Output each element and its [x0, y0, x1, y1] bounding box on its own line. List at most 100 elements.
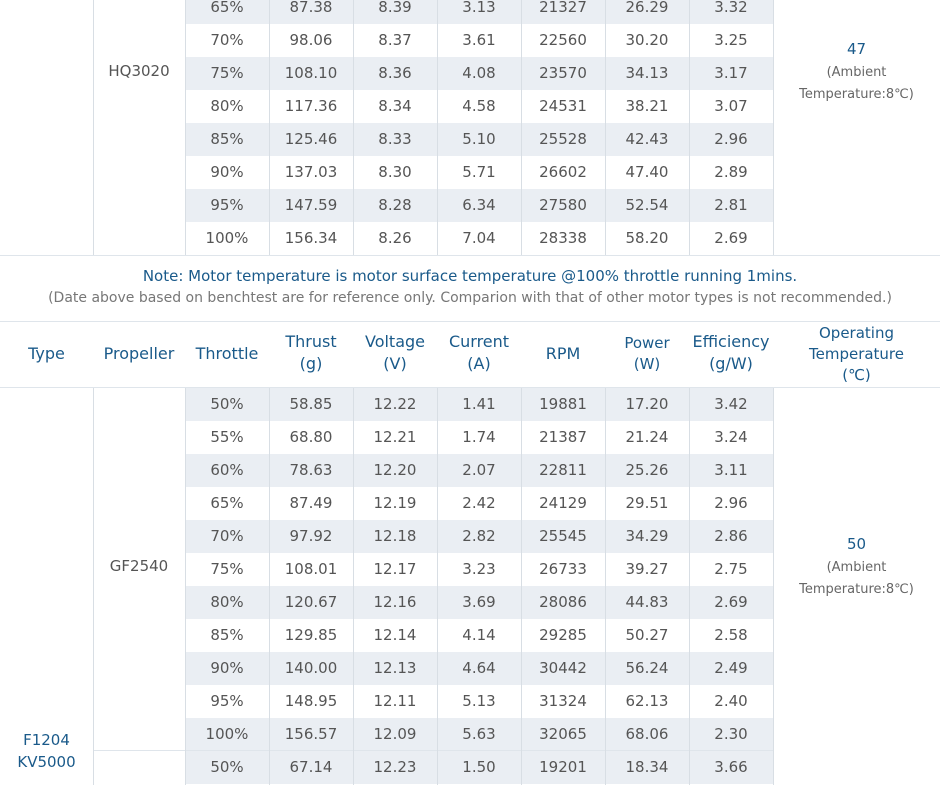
table-cell: 26.29	[625, 0, 669, 16]
table-cell: 3.11	[714, 461, 748, 479]
propeller-gf2540: GF2540	[109, 557, 169, 575]
divider	[0, 321, 940, 322]
table-cell: 8.36	[378, 64, 412, 82]
table-cell: 29285	[539, 626, 587, 644]
header-voltage: Voltage (V)	[353, 331, 437, 375]
table-cell: 26602	[539, 163, 587, 181]
table-cell: 44.83	[625, 593, 669, 611]
column-line	[605, 0, 606, 255]
header-throttle: Throttle	[195, 344, 259, 363]
table-cell: 58.20	[625, 229, 669, 247]
table-cell: 3.32	[714, 0, 748, 16]
row-shade	[185, 520, 773, 553]
table-cell: 90%	[210, 163, 244, 181]
table-cell: 2.30	[714, 725, 748, 743]
table-cell: 8.26	[378, 229, 412, 247]
table-cell: 12.22	[373, 395, 417, 413]
table-cell: 2.69	[714, 229, 748, 247]
header-type: Type	[28, 344, 65, 363]
table-cell: 129.85	[284, 626, 338, 644]
table-cell: 3.69	[462, 593, 496, 611]
table-cell: 2.69	[714, 593, 748, 611]
table-cell: 75%	[210, 560, 244, 578]
table-cell: 56.24	[625, 659, 669, 677]
header-thrust: Thrust (g)	[269, 331, 353, 375]
table-cell: 3.13	[462, 0, 496, 16]
table-cell: 24129	[539, 494, 587, 512]
operating-temp-value-2: 50	[846, 535, 867, 553]
table-cell: 30.20	[625, 31, 669, 49]
table-cell: 8.39	[378, 0, 412, 16]
row-shade	[185, 57, 773, 90]
header-voltage-label: Voltage	[364, 332, 425, 351]
table-cell: 12.23	[373, 758, 417, 776]
table-cell: 6.34	[462, 196, 496, 214]
table-cell: 25.26	[625, 461, 669, 479]
table-cell: 85%	[210, 626, 244, 644]
row-shade	[185, 189, 773, 222]
table-cell: 80%	[210, 97, 244, 115]
header-power-label: Power	[624, 334, 670, 352]
table-cell: 12.18	[373, 527, 417, 545]
table-cell: 68.80	[289, 428, 333, 446]
row-shade	[185, 0, 773, 24]
table-cell: 52.54	[625, 196, 669, 214]
table-cell: 3.24	[714, 428, 748, 446]
header-thrust-label: Thrust	[285, 332, 337, 351]
table-cell: 87.49	[289, 494, 333, 512]
table-cell: 70%	[210, 31, 244, 49]
table-cell: 108.01	[284, 560, 338, 578]
table-cell: 90%	[210, 659, 244, 677]
column-line	[437, 388, 438, 785]
row-shade	[185, 454, 773, 487]
table-cell: 28086	[539, 593, 587, 611]
row-shade	[185, 652, 773, 685]
table-cell: 4.64	[462, 659, 496, 677]
table-cell: 2.07	[462, 461, 496, 479]
ambient-note-line2: Temperature:8℃)	[799, 87, 914, 102]
table-cell: 4.08	[462, 64, 496, 82]
table-cell: 3.07	[714, 97, 748, 115]
table-cell: 8.37	[378, 31, 412, 49]
table-cell: 38.21	[625, 97, 669, 115]
table-cell: 4.14	[462, 626, 496, 644]
table-cell: 1.50	[462, 758, 496, 776]
table-cell: 156.57	[284, 725, 338, 743]
table-cell: 62.13	[625, 692, 669, 710]
column-line	[185, 0, 186, 255]
divider	[93, 750, 773, 751]
table-cell: 50%	[210, 395, 244, 413]
table-cell: 5.71	[462, 163, 496, 181]
column-line	[269, 388, 270, 785]
table-cell: 2.86	[714, 527, 748, 545]
table-cell: 2.96	[714, 130, 748, 148]
table-cell: 25545	[539, 527, 587, 545]
column-line	[773, 388, 774, 785]
table-cell: 100%	[205, 725, 249, 743]
table-cell: 8.30	[378, 163, 412, 181]
table-cell: 31324	[539, 692, 587, 710]
table-cell: 23570	[539, 64, 587, 82]
table-cell: 2.58	[714, 626, 748, 644]
column-line	[353, 388, 354, 785]
table-cell: 18.34	[625, 758, 669, 776]
header-propeller: Propeller	[103, 344, 175, 363]
table-cell: 87.38	[289, 0, 333, 16]
table-cell: 3.66	[714, 758, 748, 776]
row-shade	[185, 751, 773, 784]
table-cell: 34.13	[625, 64, 669, 82]
table-cell: 24531	[539, 97, 587, 115]
header-current-label: Current	[448, 332, 510, 351]
table-cell: 137.03	[284, 163, 338, 181]
propeller-hq3020: HQ3020	[108, 62, 170, 80]
table-cell: 12.09	[373, 725, 417, 743]
table-cell: 58.85	[289, 395, 333, 413]
table-cell: 21387	[539, 428, 587, 446]
table-cell: 25528	[539, 130, 587, 148]
header-power-unit: (W)	[633, 355, 661, 373]
table-cell: 97.92	[289, 527, 333, 545]
table-cell: 19881	[539, 395, 587, 413]
table-cell: 117.36	[284, 97, 338, 115]
table-cell: 50%	[210, 758, 244, 776]
column-line	[93, 0, 94, 255]
